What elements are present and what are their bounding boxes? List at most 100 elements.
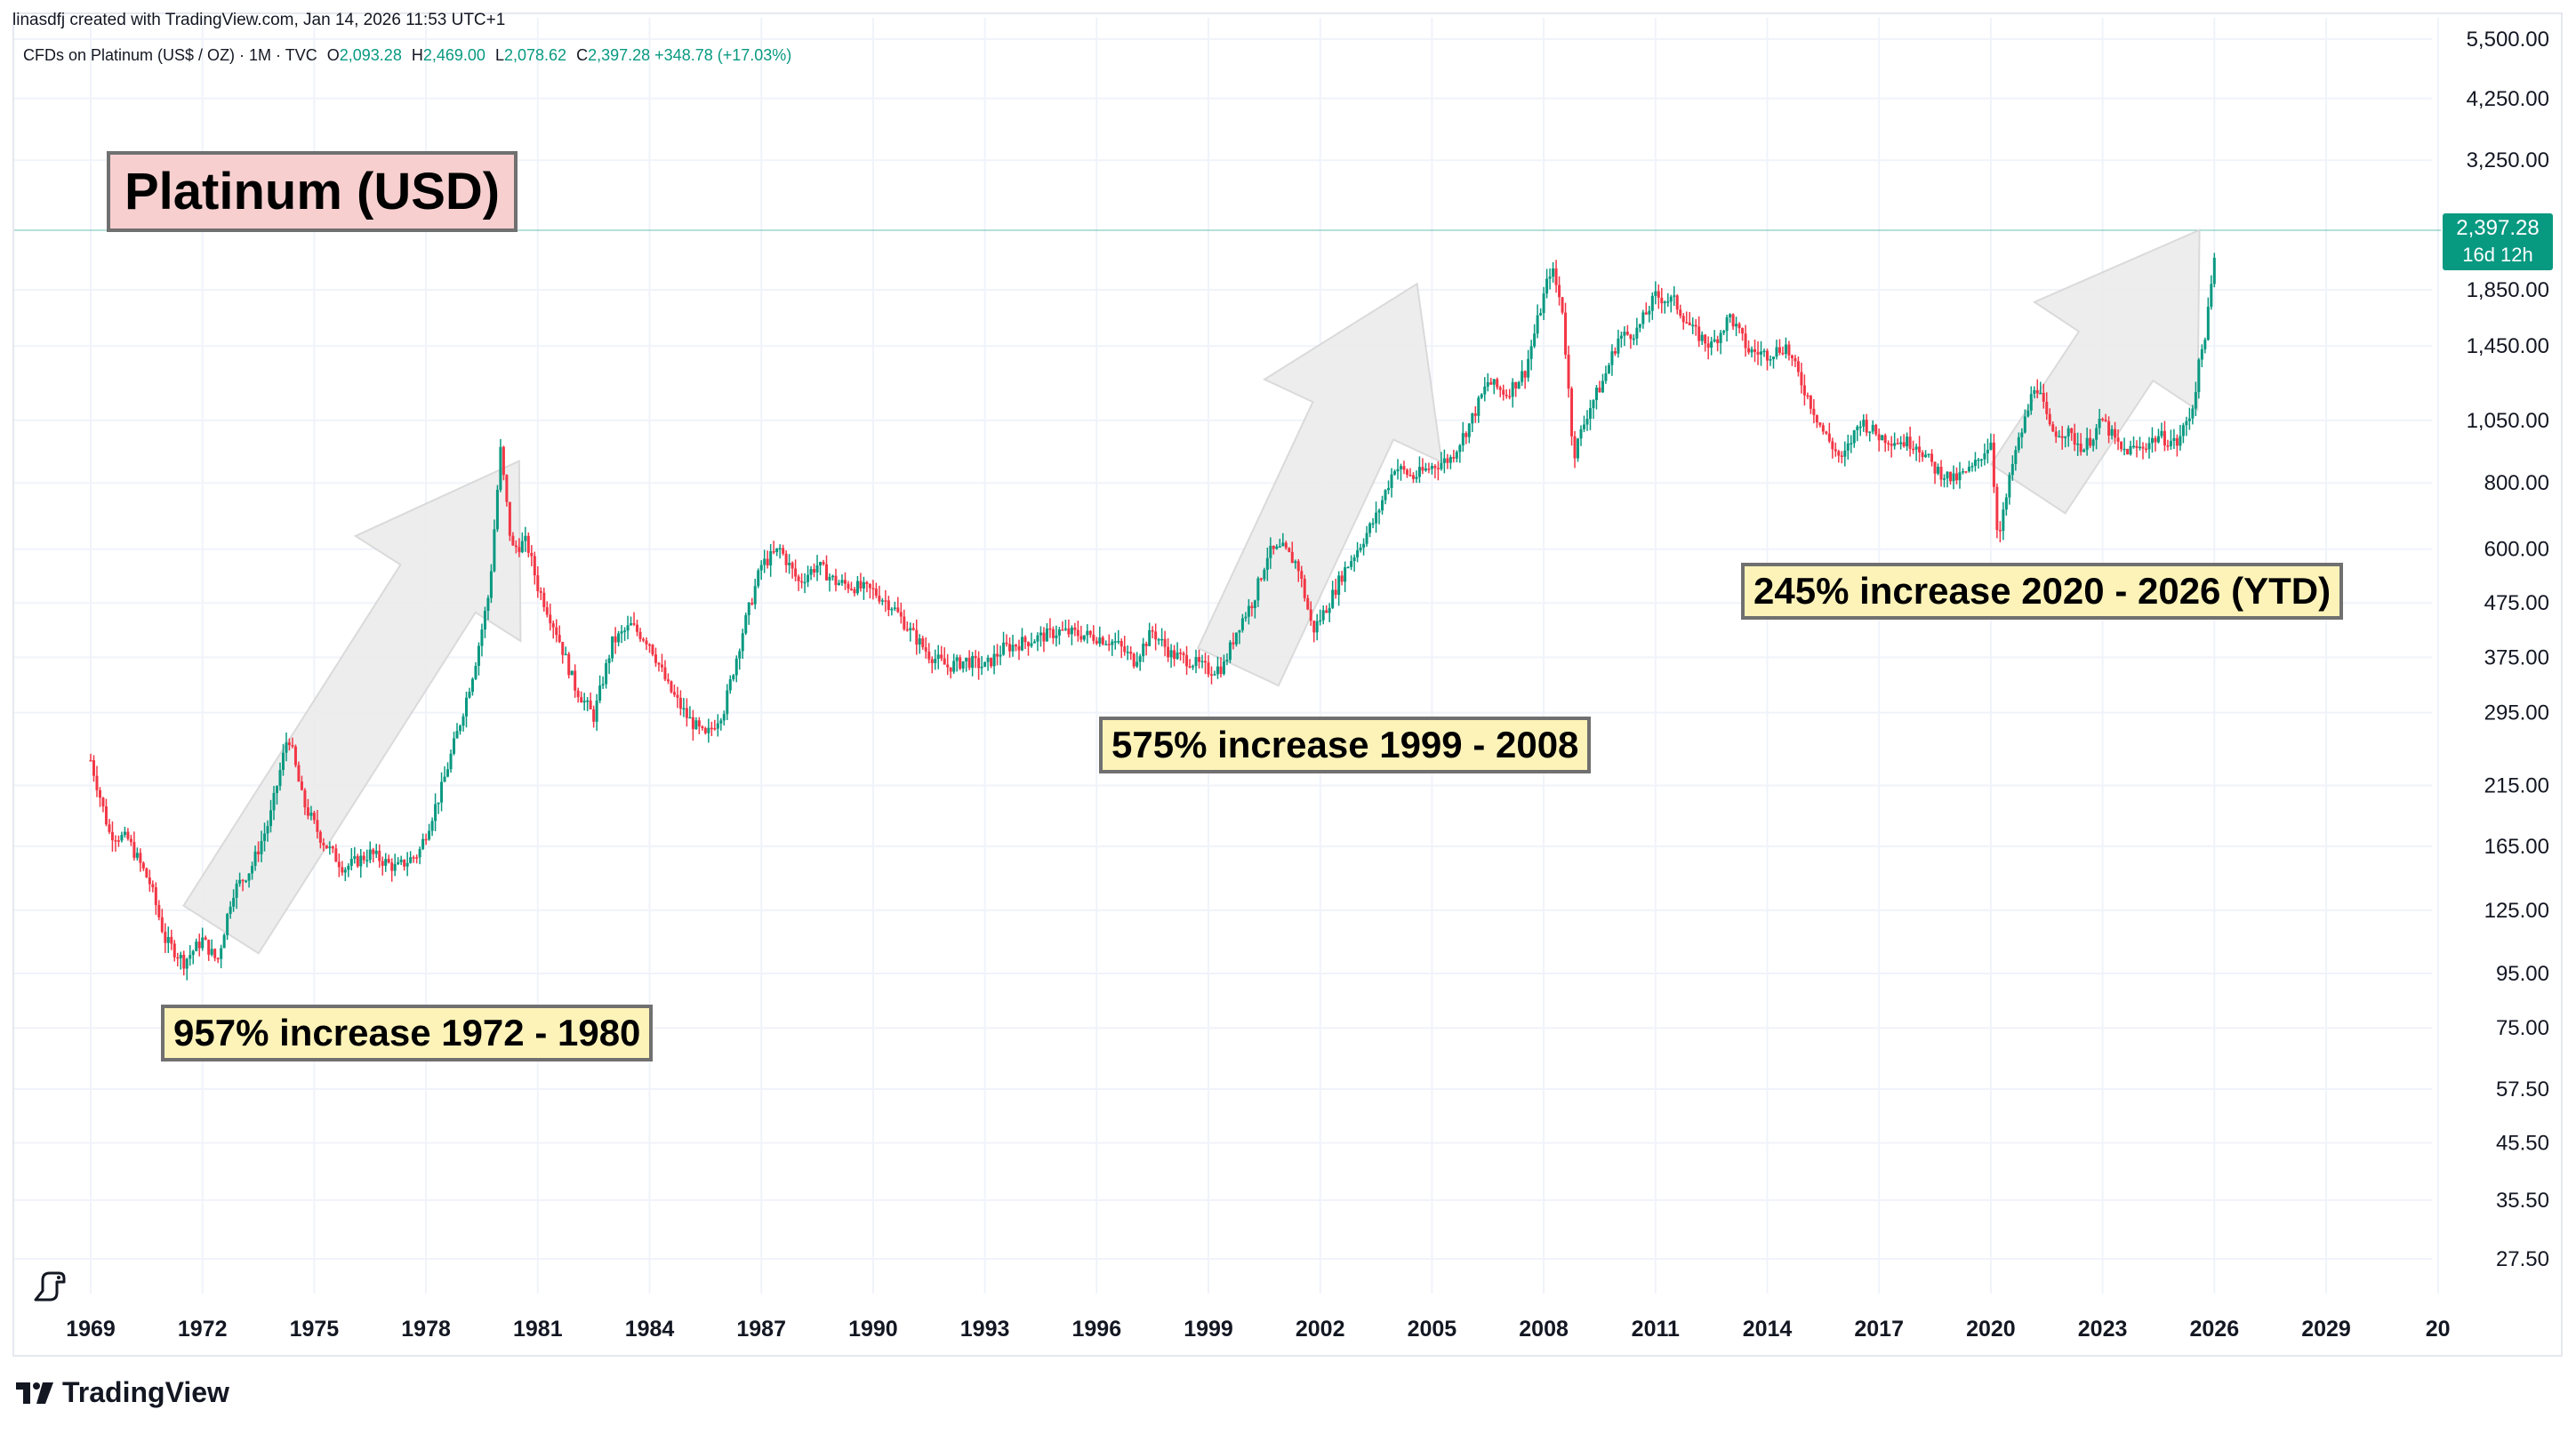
candle-body <box>129 838 132 843</box>
time-tick-label: 2023 <box>2078 1317 2128 1342</box>
candle-body <box>182 954 186 969</box>
candle-body <box>1032 641 1036 644</box>
candle-body <box>2166 445 2170 447</box>
candle-body <box>145 868 148 877</box>
candle-body <box>98 789 101 798</box>
candle-body <box>1852 429 1856 444</box>
candle-body <box>372 849 375 854</box>
candle-body <box>893 607 896 609</box>
candle-body <box>1222 661 1225 675</box>
candle-body <box>437 802 440 805</box>
symbol-legend: CFDs on Platinum (US$ / OZ) · 1M · TVC O… <box>23 46 791 65</box>
candle-body <box>502 446 505 476</box>
candle-body <box>1588 408 1592 420</box>
candle-body <box>232 897 236 907</box>
candle-body <box>272 793 276 811</box>
candle-body <box>1300 571 1304 580</box>
candle-body <box>1564 312 1568 355</box>
candle-body <box>1405 469 1408 476</box>
chart-credit: linasdfj created with TradingView.com, J… <box>12 11 506 29</box>
ohlc-open-label: O <box>326 46 340 64</box>
candle-body <box>1834 449 1837 452</box>
candle-body <box>430 821 434 831</box>
candle-body <box>316 820 319 832</box>
candle-body <box>564 653 567 656</box>
candle-body <box>1908 437 1912 449</box>
candle-body <box>2023 416 2026 433</box>
candle-body <box>1104 644 1108 645</box>
candle-body <box>2066 428 2070 437</box>
candle-body <box>1731 314 1735 327</box>
candle-body <box>1340 575 1344 582</box>
candle-body <box>825 564 829 581</box>
candle-body <box>185 958 189 969</box>
candle-body <box>309 813 313 816</box>
annotation-1972-1980[interactable]: 957% increase 1972 - 1980 <box>161 1005 654 1061</box>
candle-body <box>2114 429 2117 438</box>
candle-body <box>1070 627 1073 635</box>
candle-body <box>2129 445 2132 455</box>
annotation-1999-2008[interactable]: 575% increase 1999 - 2008 <box>1099 717 1592 773</box>
candle-body <box>1228 642 1232 661</box>
candle-body <box>390 862 394 871</box>
candle-body <box>1111 641 1114 645</box>
price-tick-label: 95.00 <box>2496 962 2549 986</box>
brand-logo[interactable]: TradingView <box>14 1376 229 1409</box>
candle-body <box>1142 643 1145 657</box>
time-tick-label: 1975 <box>290 1317 340 1342</box>
candle-body <box>1259 578 1263 581</box>
candle-body <box>710 727 713 730</box>
candle-body <box>1946 471 1949 479</box>
candle-body <box>1467 423 1471 437</box>
candle-body <box>1129 652 1133 654</box>
candle-body <box>778 548 782 549</box>
candle-body <box>1660 297 1664 304</box>
candle-body <box>1452 457 1456 459</box>
candle-body <box>1402 466 1406 470</box>
time-tick-label: 1996 <box>1071 1317 1121 1342</box>
candle-body <box>1806 395 1810 397</box>
candle-body <box>645 640 648 645</box>
candle-body <box>1918 446 1922 453</box>
candle-body <box>337 861 341 868</box>
candle-body <box>1781 352 1785 355</box>
candle-body <box>1914 446 1918 450</box>
candle-body <box>1256 578 1260 601</box>
candle-body <box>1371 523 1375 525</box>
candle-body <box>1958 472 1962 481</box>
candle-body <box>428 830 431 840</box>
candle-body <box>2060 436 2064 438</box>
trend-arrow-1972-1980 <box>182 459 522 955</box>
candle-body <box>626 625 630 631</box>
annotation-2020-2026[interactable]: 245% increase 2020 - 2026 (YTD) <box>1741 563 2344 620</box>
candle-body <box>1533 333 1537 347</box>
candle-body <box>2004 497 2008 510</box>
candle-body <box>1442 458 1446 463</box>
dino-icon[interactable] <box>32 1266 73 1303</box>
candle-body <box>1704 334 1707 344</box>
chart-title[interactable]: Platinum (USD) <box>107 151 518 232</box>
candle-body <box>1411 475 1415 479</box>
candle-body <box>101 797 105 807</box>
time-tick-label: 2026 <box>2189 1317 2239 1342</box>
bar-countdown: 16d 12h <box>2462 244 2533 266</box>
candle-body <box>470 678 474 693</box>
candle-body <box>2163 430 2166 446</box>
price-tick-label: 3,250.00 <box>2467 148 2549 172</box>
candle-body <box>2095 428 2099 440</box>
candle-body <box>561 642 565 655</box>
candle-body <box>1151 629 1154 632</box>
time-axis: 1969 1972 1975 1978 1981 1984 1987 1990 1993 1996… <box>66 1317 2450 1342</box>
candle-body <box>1319 620 1322 622</box>
candle-body <box>1365 533 1368 544</box>
candle-body <box>1594 388 1598 401</box>
candle-body <box>2160 430 2163 437</box>
candle-body <box>719 720 723 724</box>
candle-body <box>1536 315 1539 334</box>
candle-body <box>1613 351 1617 354</box>
candle-body <box>1458 445 1462 453</box>
candle-body <box>1722 331 1726 333</box>
candle-body <box>1051 629 1055 638</box>
candle-body <box>477 645 480 667</box>
